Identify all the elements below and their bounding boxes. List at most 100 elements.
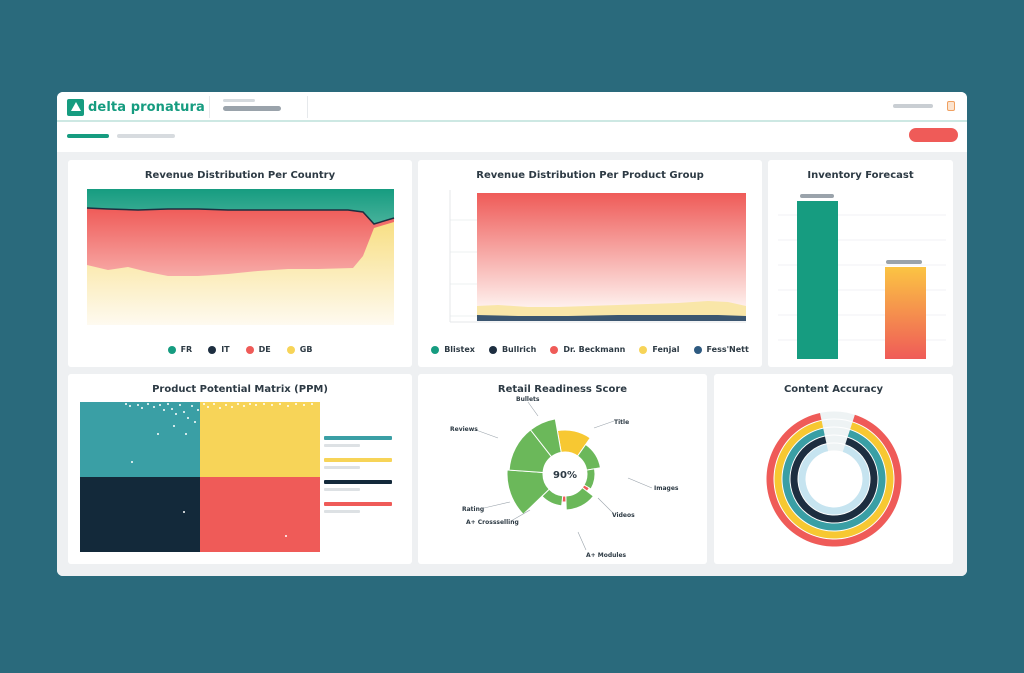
ppm-quadrant-bottom-right [200, 477, 320, 552]
ppm-data-point [194, 421, 196, 423]
primary-action-button[interactable] [909, 128, 958, 142]
ppm-data-point [303, 404, 305, 406]
ppm-data-point [183, 411, 185, 413]
breadcrumb-title-placeholder[interactable] [223, 106, 281, 111]
legend-label: GB [299, 345, 313, 354]
panel-title: Content Accuracy [783, 384, 884, 395]
ppm-data-point [295, 403, 297, 405]
ppm-legend-bar [324, 480, 392, 484]
legend-item[interactable]: Dr. Beckmann [550, 345, 625, 354]
leader-line-crossselling [510, 509, 531, 522]
dr-beckmann-series-area [477, 193, 746, 308]
ppm-panel: Product Potential Matrix (PPM) [68, 374, 412, 564]
legend-dot [286, 345, 295, 354]
legend-item[interactable]: DE [245, 345, 271, 354]
ppm-data-point [131, 461, 133, 463]
ppm-data-point [129, 405, 131, 407]
ppm-data-point [163, 409, 165, 411]
ppm-data-point [197, 409, 199, 411]
ppm-data-point [147, 403, 149, 405]
inventory-bar-forecast [885, 267, 926, 359]
legend-label: Blistex [444, 345, 475, 354]
tab-active-indicator[interactable] [67, 134, 109, 138]
ppm-data-point [187, 417, 189, 419]
ppm-data-point [173, 425, 175, 427]
ppm-quadrant-top-left [80, 402, 200, 477]
ppm-data-point [249, 403, 251, 405]
ppm-legend-sub [324, 510, 360, 513]
ppm-quadrant-bottom-left [80, 477, 200, 552]
legend-item[interactable]: Bullrich [488, 345, 537, 354]
legend-item[interactable]: IT [208, 345, 230, 354]
logo-text: delta pronatura [88, 100, 205, 115]
ppm-data-point [219, 407, 221, 409]
leader-line-images [627, 477, 653, 489]
revenue-product-group-panel: Revenue Distribution Per Product Group [418, 160, 762, 367]
ppm-data-point [213, 403, 215, 405]
label-crossselling: A+ Crossselling [466, 519, 519, 526]
inventory-bar-current [797, 201, 838, 359]
panel-title: Revenue Distribution Per Country [144, 170, 336, 181]
breadcrumb-placeholder [223, 99, 255, 102]
legend-dot [431, 345, 440, 354]
legend-item[interactable]: Blistex [431, 345, 475, 354]
ppm-data-point [279, 403, 281, 405]
ppm-legend-bar [324, 502, 392, 506]
dashboard-content: Revenue Distribution Per Country [57, 152, 967, 576]
ppm-legend [324, 436, 392, 513]
leader-line-videos [597, 497, 615, 515]
ppm-legend-sub [324, 488, 360, 491]
ppm-data-point [141, 407, 143, 409]
readiness-center [543, 452, 587, 496]
legend-dot [167, 345, 176, 354]
label-rating: Rating [462, 506, 484, 513]
legend-label: Fenjal [652, 345, 680, 354]
bar-label-placeholder [886, 260, 922, 264]
legend-label: DE [258, 345, 271, 354]
label-title: Title [614, 419, 629, 426]
ppm-legend-sub [324, 466, 360, 469]
ppm-data-point [311, 403, 313, 405]
user-avatar-icon[interactable] [947, 101, 955, 111]
ppm-data-point [203, 403, 205, 405]
ppm-data-point [191, 405, 193, 407]
legend-item[interactable]: GB [286, 345, 313, 354]
inventory-forecast-chart[interactable] [768, 160, 953, 367]
legend-label: Bullrich [501, 345, 537, 354]
tab-inactive-placeholder[interactable] [117, 134, 175, 138]
ppm-quadrant-top-right [200, 402, 320, 477]
ppm-data-point [137, 404, 139, 406]
ppm-data-point [231, 406, 233, 408]
legend-item[interactable]: Fenjal [639, 345, 680, 354]
ppm-data-point [285, 535, 287, 537]
ppm-data-point [225, 404, 227, 406]
panel-title: Inventory Forecast [807, 170, 914, 181]
logo[interactable]: delta pronatura [67, 99, 205, 116]
top-bar: delta pronatura [57, 92, 967, 122]
ppm-matrix-chart[interactable] [68, 374, 412, 564]
chart-legend: Blistex Bullrich Dr. Beckmann Fenjal Fes… [418, 345, 762, 354]
legend-label: Dr. Beckmann [563, 345, 626, 354]
user-name-placeholder[interactable] [893, 104, 933, 108]
panel-title: Retail Readiness Score [497, 384, 628, 395]
legend-item[interactable]: Fess'Nett [693, 345, 749, 354]
ppm-data-point [183, 511, 185, 513]
legend-label: Fess'Nett [706, 345, 749, 354]
legend-dot [639, 345, 648, 354]
legend-label: IT [221, 345, 230, 354]
rose-segment-modules [565, 486, 595, 511]
readiness-label-leaders [475, 401, 653, 551]
ppm-legend-bar [324, 436, 392, 440]
revenue-country-chart[interactable] [68, 160, 412, 367]
label-videos: Videos [612, 512, 635, 519]
ppm-legend-sub [324, 444, 360, 447]
content-accuracy-chart[interactable] [714, 374, 953, 564]
ppm-data-point [255, 404, 257, 406]
ppm-data-point [237, 403, 239, 405]
retail-readiness-chart[interactable]: 90% Bullets Title Reviews Images Ra [418, 374, 707, 564]
legend-item[interactable]: FR [167, 345, 192, 354]
content-accuracy-panel: Content Accuracy [714, 374, 953, 564]
revenue-product-group-chart[interactable] [418, 160, 762, 367]
ppm-data-point [171, 408, 173, 410]
ppm-data-point [263, 403, 265, 405]
